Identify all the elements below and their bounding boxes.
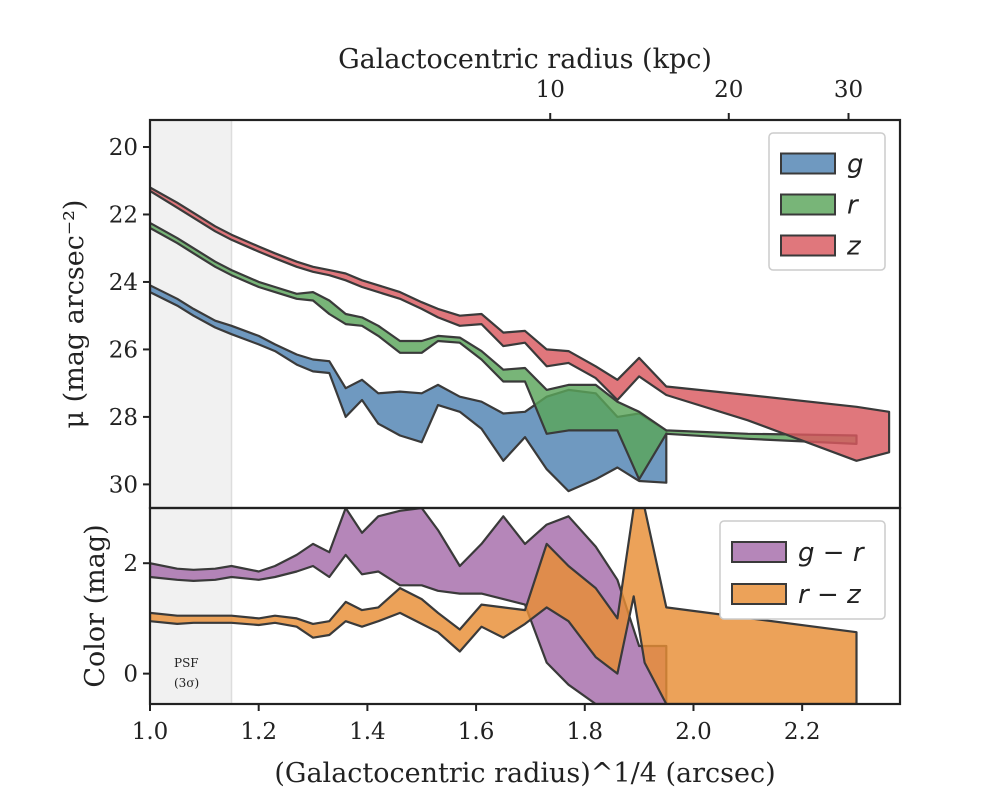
y-tick-label: 30	[109, 472, 138, 498]
band-z	[150, 186, 891, 462]
band-gr	[150, 508, 668, 704]
y-tick-label: 24	[109, 270, 138, 296]
legend-swatch	[780, 193, 836, 216]
legend-label: g	[847, 150, 864, 180]
legend-label: r − z	[798, 580, 862, 610]
y-tick-label: 20	[109, 135, 138, 161]
color-y-tick-label: 0	[123, 662, 138, 688]
band-g	[150, 284, 668, 493]
x-tick-label: 2.2	[784, 719, 821, 745]
top-x-axis-title: Galactocentric radius (kpc)	[338, 44, 712, 75]
legend-swatch	[780, 152, 836, 175]
x-tick-label: 1.0	[132, 719, 169, 745]
y-tick-label: 22	[109, 202, 138, 228]
top-panel-series	[150, 186, 891, 493]
top-x-tick-label: 30	[834, 77, 863, 103]
bottom-y-axis-title: Color (mag)	[80, 524, 111, 687]
x-tick-label: 1.8	[566, 719, 603, 745]
band-rz	[150, 508, 858, 704]
legend-swatch	[731, 583, 787, 605]
bottom-panel-series	[150, 508, 858, 704]
legend-top: grz	[768, 132, 886, 271]
legend-label: r	[847, 191, 860, 221]
legend-label: z	[846, 232, 862, 262]
legend-swatch	[731, 541, 787, 563]
x-tick-label: 1.6	[458, 719, 495, 745]
psf-label: PSF	[174, 656, 199, 670]
top-y-axis-title: μ (mag arcsec⁻²)	[59, 200, 90, 429]
top-x-tick-label: 10	[536, 77, 565, 103]
x-tick-label: 1.4	[349, 719, 386, 745]
x-tick-label: 1.2	[240, 719, 277, 745]
bottom-x-axis-title: (Galactocentric radius)^1/4 (arcsec)	[274, 758, 775, 789]
legend-bottom: g − r r − z	[719, 520, 886, 620]
axes: 2022242628301020305075100150021.01.21.41…	[109, 77, 863, 745]
psf-sigma-label: (3σ)	[174, 676, 199, 690]
y-tick-label: 26	[109, 337, 138, 363]
y-tick-label: 28	[109, 405, 138, 431]
legend-swatch	[780, 234, 836, 257]
x-tick-label: 2.0	[675, 719, 712, 745]
legend-label: g − r	[798, 538, 866, 568]
bottom-panel-frame	[148, 506, 902, 706]
top-x-tick-label: 20	[714, 77, 743, 103]
psf-shaded-region-bottom	[149, 507, 233, 705]
color-y-tick-label: 2	[123, 551, 138, 577]
